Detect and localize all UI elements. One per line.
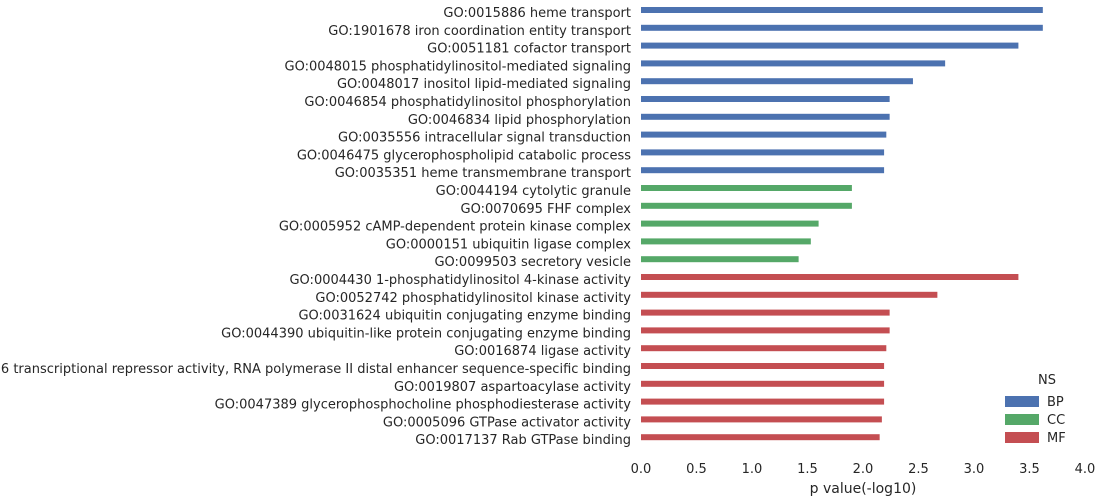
x-tick-label: 3.5 <box>1019 462 1040 477</box>
legend-label-cc: CC <box>1047 413 1065 428</box>
category-label: GO:0019807 aspartoacylase activity <box>394 380 631 395</box>
x-tick-labels-group: 0.0 0.5 1.0 1.5 2.0 2.5 3.0 3.5 4.0 <box>631 462 1096 477</box>
category-label: GO:0051181 cofactor transport <box>427 42 631 57</box>
legend-entries-group: BP CC MF <box>1005 395 1066 446</box>
x-tick-label: 2.0 <box>853 462 874 477</box>
legend-swatch-mf <box>1005 432 1039 443</box>
category-label: GO:0001206 transcriptional repressor act… <box>0 362 631 377</box>
legend-label-mf: MF <box>1047 431 1066 446</box>
category-label: GO:0048015 phosphatidylinositol-mediated… <box>285 59 632 74</box>
bars-group <box>641 7 1043 441</box>
category-label: GO:0035351 heme transmembrane transport <box>335 166 631 181</box>
x-tick-label: 1.0 <box>742 462 763 477</box>
category-label: GO:0052742 phosphatidylinositol kinase a… <box>315 291 631 306</box>
category-label: GO:0015886 heme transport <box>443 6 631 21</box>
category-label: GO:0047389 glycerophosphocholine phospho… <box>215 398 632 413</box>
x-tick-label: 3.0 <box>964 462 985 477</box>
bar-bp <box>641 167 885 174</box>
legend-swatch-cc <box>1005 414 1039 425</box>
bar-bp <box>641 149 885 156</box>
category-label: GO:1901678 iron coordination entity tran… <box>328 24 631 39</box>
bar-bp <box>641 113 890 120</box>
bar-mf <box>641 309 890 316</box>
category-label: GO:0046475 glycerophospholipid catabolic… <box>297 148 631 163</box>
bar-cc <box>641 202 852 209</box>
category-label: GO:0035556 intracellular signal transduc… <box>338 131 631 146</box>
x-tick-label: 1.5 <box>797 462 818 477</box>
legend: NS BP CC MF <box>1005 373 1066 446</box>
bar-mf <box>641 363 885 369</box>
bar-mf <box>641 345 887 352</box>
bar-mf <box>641 434 880 441</box>
bar-mf <box>641 398 885 405</box>
bar-cc <box>641 220 819 227</box>
x-tick-label: 0.5 <box>686 462 707 477</box>
bar-bp <box>641 7 1043 13</box>
category-label: GO:0070695 FHF complex <box>461 202 632 217</box>
bar-bp <box>641 78 913 85</box>
category-labels-group: GO:0015886 heme transport GO:1901678 iron… <box>0 6 631 448</box>
bar-bp <box>641 96 890 102</box>
category-label: GO:0031624 ubiquitin conjugating enzyme … <box>298 309 631 324</box>
category-label: GO:0044390 ubiquitin-like protein conjug… <box>221 326 631 341</box>
bar-cc <box>641 185 852 191</box>
category-label: GO:0005096 GTPase activator activity <box>383 415 631 430</box>
category-label: GO:0048017 inositol lipid-mediated signa… <box>337 77 631 92</box>
bar-cc <box>641 256 799 263</box>
category-label: GO:0046854 phosphatidylinositol phosphor… <box>304 95 631 110</box>
bar-mf <box>641 327 890 334</box>
bar-bp <box>641 42 1019 49</box>
x-tick-label: 2.5 <box>908 462 929 477</box>
legend-title: NS <box>1038 373 1056 388</box>
bar-bp <box>641 131 887 138</box>
x-tick-label: 4.0 <box>1075 462 1096 477</box>
bar-bp <box>641 60 946 67</box>
legend-label-bp: BP <box>1047 395 1064 410</box>
bar-mf <box>641 380 885 387</box>
bar-mf <box>641 291 938 298</box>
category-label: GO:0046834 lipid phosphorylation <box>408 113 631 128</box>
bar-bp <box>641 24 1043 31</box>
legend-swatch-bp <box>1005 396 1039 407</box>
category-label: GO:0017137 Rab GTPase binding <box>415 433 631 448</box>
bar-mf <box>641 416 882 423</box>
category-label: GO:0044194 cytolytic granule <box>436 184 631 199</box>
x-tick-label: 0.0 <box>631 462 652 477</box>
category-label: GO:0000151 ubiquitin ligase complex <box>386 237 632 252</box>
bar-cc <box>641 238 811 245</box>
category-label: GO:0004430 1-phosphatidylinositol 4-kina… <box>289 273 631 288</box>
x-axis-title: p value(-log10) <box>810 481 917 497</box>
category-label: GO:0099503 secretory vesicle <box>434 255 631 270</box>
category-label: GO:0005952 cAMP-dependent protein kinase… <box>279 220 631 235</box>
bar-mf <box>641 274 1019 280</box>
category-label: GO:0016874 ligase activity <box>454 344 631 359</box>
